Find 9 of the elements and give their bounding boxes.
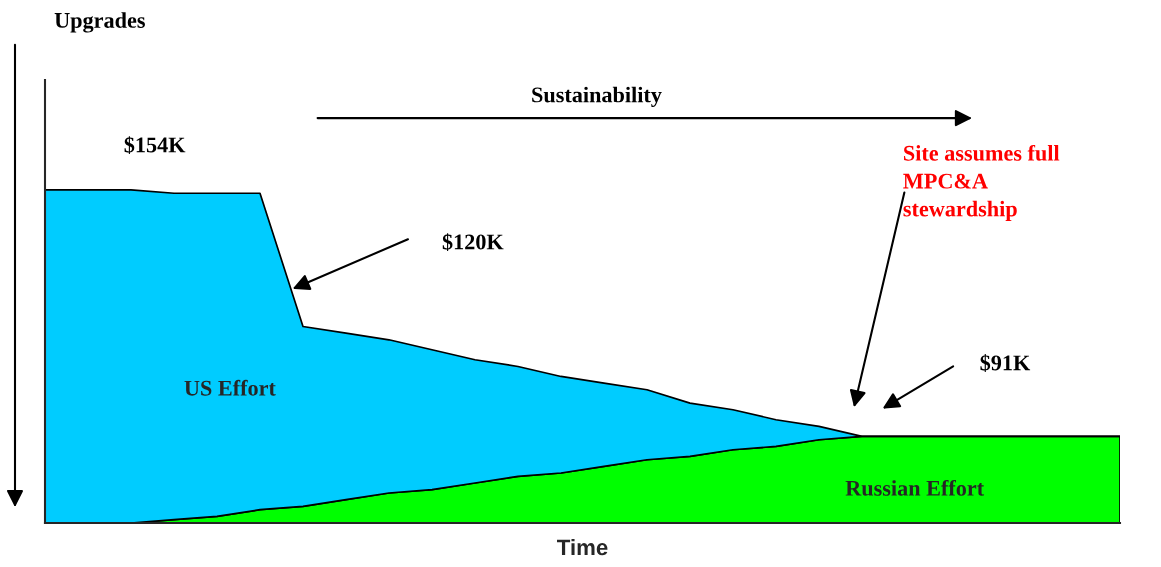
text: Sustainability xyxy=(532,86,662,107)
x-axis-title: Time xyxy=(557,538,608,556)
series-label: Russian Effort xyxy=(845,479,985,496)
annotation: $120K xyxy=(442,233,504,251)
text: Upgrades xyxy=(54,12,145,33)
text: $154K xyxy=(124,136,186,154)
annotation: $91K xyxy=(980,354,1031,372)
annotation: Site assumes full MPC&A stewardship xyxy=(903,144,1060,221)
series-label: US Effort xyxy=(184,379,276,396)
